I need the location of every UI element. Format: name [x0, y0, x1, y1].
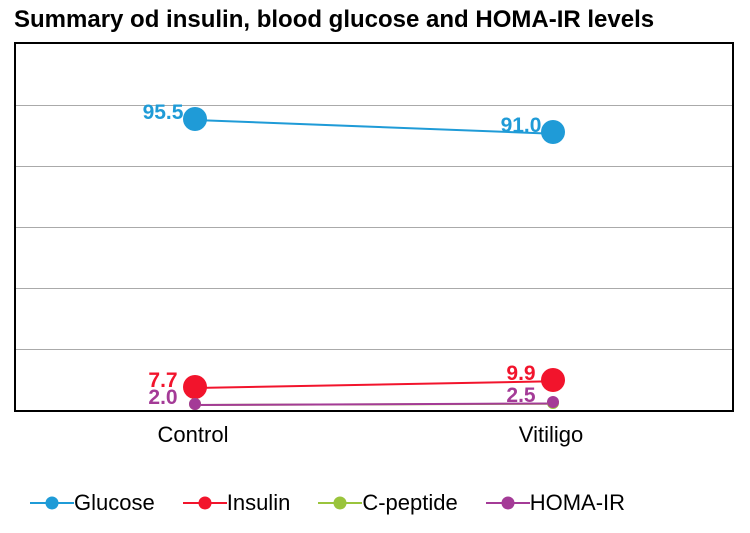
legend-dot-icon	[334, 497, 347, 510]
marker-homair	[547, 396, 559, 408]
legend-swatch-cpeptide	[318, 494, 362, 512]
legend-dot-icon	[198, 497, 211, 510]
marker-insulin	[183, 375, 207, 399]
legend-label-homair: HOMA-IR	[530, 490, 625, 516]
marker-glucose	[541, 120, 565, 144]
legend-item-homair: HOMA-IR	[486, 490, 625, 516]
grid-line	[16, 349, 732, 350]
legend-label-glucose: Glucose	[74, 490, 155, 516]
chart-title: Summary od insulin, blood glucose and HO…	[14, 6, 654, 34]
plot-area: 95.591.07.79.92.02.5	[14, 42, 734, 412]
legend: Glucose Insulin C-peptide HOMA-IR	[30, 490, 625, 516]
data-label-glucose: 95.5	[143, 101, 184, 125]
series-line-insulin	[195, 380, 553, 389]
category-label-control: Control	[158, 422, 229, 448]
legend-dot-icon	[501, 497, 514, 510]
legend-label-insulin: Insulin	[227, 490, 291, 516]
legend-item-cpeptide: C-peptide	[318, 490, 457, 516]
legend-item-insulin: Insulin	[183, 490, 291, 516]
data-label-insulin: 9.9	[506, 362, 535, 386]
chart-container: Summary od insulin, blood glucose and HO…	[0, 0, 750, 533]
legend-swatch-glucose	[30, 494, 74, 512]
series-line-glucose	[195, 119, 553, 135]
legend-item-glucose: Glucose	[30, 490, 155, 516]
grid-line	[16, 288, 732, 289]
legend-dot-icon	[46, 497, 59, 510]
grid-line	[16, 105, 732, 106]
marker-insulin	[541, 368, 565, 392]
marker-glucose	[183, 107, 207, 131]
legend-swatch-homair	[486, 494, 530, 512]
grid-line	[16, 166, 732, 167]
grid-line	[16, 227, 732, 228]
data-label-glucose: 91.0	[501, 114, 542, 138]
category-label-vitiligo: Vitiligo	[519, 422, 583, 448]
marker-homair	[189, 398, 201, 410]
data-label-homair: 2.0	[148, 386, 177, 410]
data-label-homair: 2.5	[506, 384, 535, 408]
legend-swatch-insulin	[183, 494, 227, 512]
legend-label-cpeptide: C-peptide	[362, 490, 457, 516]
